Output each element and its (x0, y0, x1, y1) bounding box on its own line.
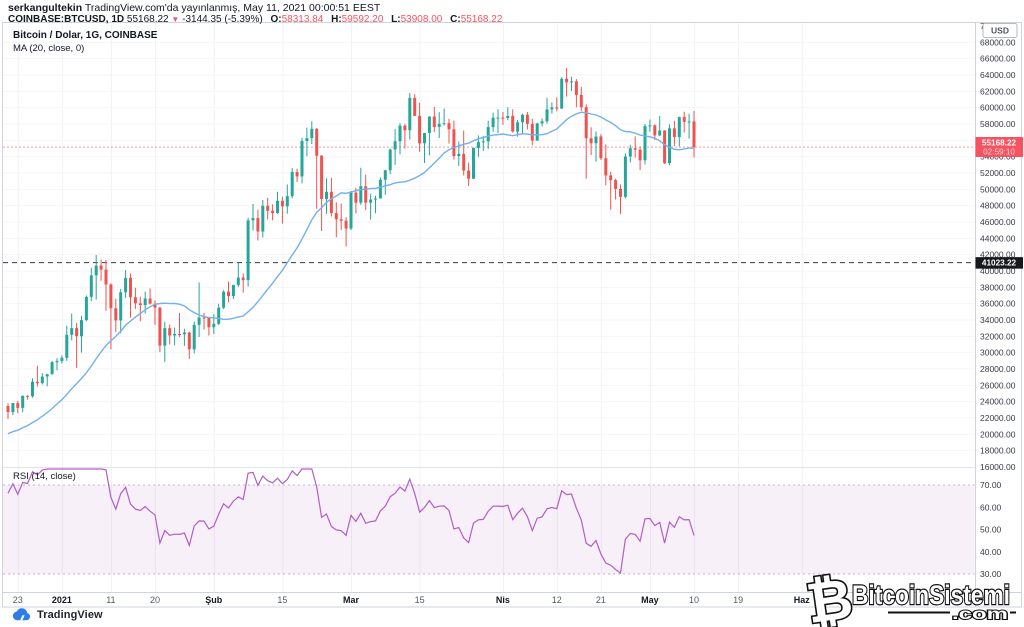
time-axis[interactable]: 23 2021 11 20 Şub 15 Mar 15 Nis 12 21 May 10 19 Haz (13, 595, 811, 605)
svg-text:USD: USD (991, 26, 1009, 36)
price-axis[interactable]: 16000.00 18000.00 20000.00 22000.00 24000.00… (980, 21, 1016, 579)
ma-indicator-legend[interactable]: MA (20, close, 0) (13, 43, 85, 54)
svg-text:02:59:10: 02:59:10 (983, 148, 1015, 157)
pane-borders (2, 22, 1022, 608)
rsi-overbought-oversold-band (3, 484, 975, 575)
watermark-tld-text: .com (952, 606, 1008, 623)
price-tick-label: 38000.00 (980, 282, 1016, 292)
price-tick-label: 22000.00 (980, 413, 1016, 423)
bitcoinsistemi-watermark: ₿BitcoinSistemi.com (801, 565, 1016, 627)
bitcoin-logo-icon: ₿ (802, 566, 856, 627)
price-tick-label: 40000.00 (980, 266, 1016, 276)
price-tick-label: 52000.00 (980, 168, 1016, 178)
price-tick-label: 26000.00 (980, 380, 1016, 390)
price-tick-label: 28000.00 (980, 364, 1016, 374)
reference-price-badge: 41023.22 (975, 257, 1023, 269)
price-tick-label: 46000.00 (980, 217, 1016, 227)
author-name: serkangultekin (8, 2, 83, 14)
price-tick-label: 44000.00 (980, 233, 1016, 243)
price-tick-label: 20000.00 (980, 429, 1016, 439)
tradingview-attribution[interactable]: TradingView (12, 608, 103, 621)
time-tick-label: 2021 (52, 595, 72, 605)
price-tick-label: 64000.00 (980, 70, 1016, 80)
price-change: -3144.35 (-5.39%) (182, 13, 263, 25)
rsi-tick-label: 30.00 (980, 569, 1002, 579)
tradingview-brand-text: TradingView (37, 608, 103, 621)
time-tick-label: 11 (106, 595, 115, 605)
price-tick-label: 58000.00 (980, 119, 1016, 129)
rsi-tick-label: 40.00 (980, 547, 1002, 557)
currency-badge: USD (982, 23, 1018, 38)
price-tick-label: 42000.00 (980, 250, 1016, 260)
open-label: O: (270, 13, 282, 25)
close-value: 55168.22 (460, 13, 503, 25)
time-tick-label: 15 (277, 595, 287, 605)
low-label: L: (391, 13, 401, 25)
time-tick-label: 21 (596, 595, 606, 605)
tradingview-cloud-icon (12, 608, 31, 621)
price-tick-label: 48000.00 (980, 201, 1016, 211)
time-tick-label: 20 (150, 595, 160, 605)
high-value: 59592.20 (341, 13, 384, 25)
price-tick-label: 62000.00 (980, 86, 1016, 96)
down-arrow-icon: ▼ (171, 14, 180, 24)
price-tick-label: 16000.00 (980, 462, 1016, 472)
price-tick-label: 32000.00 (980, 331, 1016, 341)
last-price: 55168.22 (126, 13, 169, 25)
reference-price-lines (3, 146, 975, 264)
time-tick-label: Nis (496, 595, 510, 605)
time-tick-label: Şub (205, 595, 223, 605)
symbol-status-line: COINBASE:BTCUSD, 1D 55168.22 ▼ -3144.35 … (8, 14, 502, 25)
time-tick-label: 10 (689, 595, 699, 605)
price-tick-label: 36000.00 (980, 299, 1016, 309)
price-tick-label: 24000.00 (980, 397, 1016, 407)
price-tick-label: 68000.00 (980, 37, 1016, 47)
low-value: 53908.00 (400, 13, 443, 25)
high-label: H: (331, 13, 342, 25)
time-tick-label: Mar (343, 595, 360, 605)
rsi-tick-label: 70.00 (980, 480, 1002, 490)
time-tick-label: 23 (13, 595, 23, 605)
time-tick-label: 19 (733, 595, 743, 605)
price-tick-label: 18000.00 (980, 446, 1016, 456)
price-tick-label: 50000.00 (980, 184, 1016, 194)
price-tick-label: 30000.00 (980, 348, 1016, 358)
pane-legend-title[interactable]: Bitcoin / Dolar, 1G, COINBASE (13, 30, 158, 41)
rsi-indicator-legend[interactable]: RSI (14, close) (13, 471, 76, 482)
symbol-title: COINBASE:BTCUSD, 1D (8, 13, 125, 25)
grid-lines (3, 22, 975, 593)
open-value: 58313.84 (281, 13, 324, 25)
rsi-line (7, 468, 695, 575)
price-tick-label: 60000.00 (980, 103, 1016, 113)
svg-text:55168.22: 55168.22 (982, 139, 1017, 148)
price-tick-label: 66000.00 (980, 54, 1016, 64)
rsi-tick-label: 50.00 (980, 525, 1002, 535)
byline-text: TradingView.com'da yayınlanmış, May 11, … (82, 2, 381, 14)
time-tick-label: 12 (552, 595, 562, 605)
rsi-tick-label: 60.00 (980, 502, 1002, 512)
svg-text:41023.22: 41023.22 (982, 259, 1017, 268)
time-tick-label: 15 (415, 595, 425, 605)
price-tick-label: 34000.00 (980, 315, 1016, 325)
watermark-brand-text: BitcoinSistemi (852, 580, 1010, 610)
time-tick-label: May (641, 595, 659, 605)
ma20-line (7, 111, 695, 435)
candlestick-series (6, 68, 696, 419)
chart-byline: serkangultekin TradingView.com'da yayınl… (8, 2, 380, 14)
time-tick-label: Haz (794, 595, 811, 605)
close-label: C: (450, 13, 461, 25)
